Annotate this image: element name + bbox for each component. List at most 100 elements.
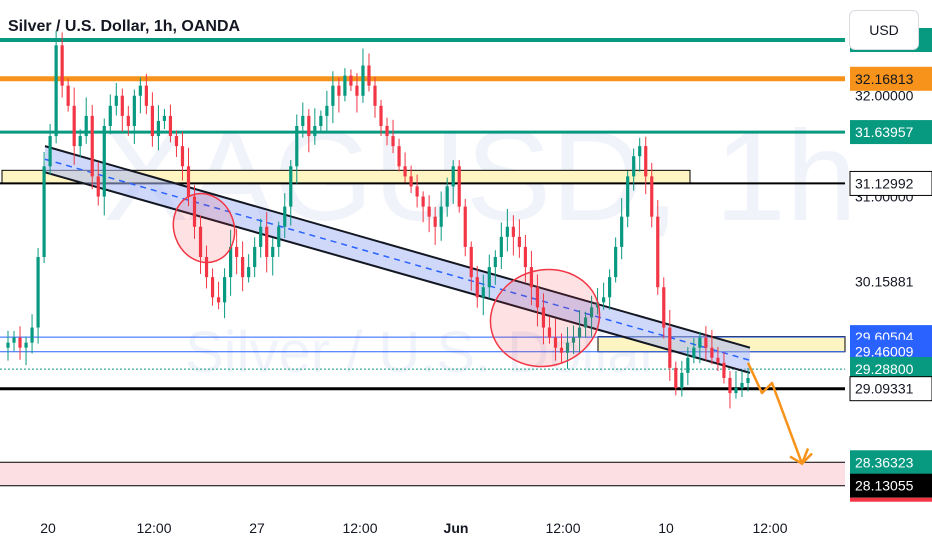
- candle-body: [361, 65, 365, 96]
- candle-body: [722, 362, 726, 378]
- candle-body: [253, 246, 257, 268]
- candle-body: [385, 125, 389, 137]
- candle-body: [445, 186, 449, 207]
- candle-body: [222, 277, 227, 303]
- candle-body: [138, 85, 142, 96]
- candle-body: [132, 95, 136, 126]
- candle-body: [608, 277, 612, 298]
- candle-body: [379, 105, 383, 126]
- x-tick-label: 12:00: [342, 520, 377, 536]
- y-axis-label-box: [850, 450, 932, 475]
- y-tick-label: 32.00000: [855, 88, 914, 104]
- y-axis-label-box: [850, 66, 932, 91]
- candle-body: [120, 95, 124, 116]
- candle-body: [295, 125, 299, 167]
- x-tick-label: 12:00: [136, 520, 171, 536]
- candle-body: [144, 85, 148, 106]
- candle-body: [72, 105, 76, 147]
- channel-mid-line: [44, 158, 751, 362]
- candle-body: [734, 388, 738, 394]
- candle-body: [680, 372, 684, 389]
- candle-body: [66, 85, 70, 106]
- candle-body: [307, 115, 311, 137]
- y-axis-label-box: [849, 170, 932, 196]
- candle-body: [571, 337, 576, 343]
- candle-body: [343, 75, 347, 96]
- candle-body: [48, 136, 52, 167]
- candle-body: [259, 226, 263, 247]
- candle-body: [529, 267, 534, 288]
- candle-body: [150, 105, 154, 137]
- candle-body: [6, 342, 10, 348]
- candle-body: [595, 302, 600, 308]
- y-axis-label-29.46009: 29.46009: [855, 344, 914, 360]
- candle-body: [553, 337, 558, 348]
- candle-body: [349, 75, 353, 86]
- candle-body: [481, 287, 485, 298]
- candle-body: [583, 317, 588, 328]
- candle-body: [36, 256, 40, 328]
- candle-body: [192, 196, 197, 227]
- y-axis-label-29.09331: 29.09331: [855, 381, 914, 397]
- candle-body: [186, 166, 191, 197]
- candle-body: [547, 327, 552, 338]
- candle-body: [409, 176, 413, 187]
- channel-upper-line: [44, 145, 751, 349]
- candle-body: [337, 85, 341, 96]
- y-tick-label: 30.15881: [855, 273, 914, 289]
- candle-body: [650, 176, 654, 217]
- candle-body: [559, 347, 564, 353]
- y-axis-label-31.12992: 31.12992: [855, 175, 914, 191]
- candle-body: [487, 267, 491, 288]
- candle-body: [216, 297, 221, 303]
- zone-target: [0, 462, 845, 486]
- candle-body: [102, 125, 106, 197]
- candle-body: [403, 166, 407, 177]
- candle-body: [523, 246, 527, 268]
- candle-body: [355, 85, 359, 96]
- candle-body: [668, 327, 672, 368]
- candle-body: [108, 105, 112, 126]
- candle-body: [60, 45, 64, 86]
- candle-body: [174, 136, 179, 147]
- candle-body: [740, 382, 744, 389]
- candle-body: [313, 125, 317, 137]
- currency-button[interactable]: USD: [849, 10, 919, 50]
- candle-body: [475, 277, 479, 298]
- candle-body: [265, 226, 269, 257]
- candle-body: [204, 256, 209, 278]
- candle-body: [692, 347, 696, 358]
- candle-body: [451, 166, 455, 187]
- candle-body: [241, 256, 245, 278]
- candle-body: [331, 85, 335, 106]
- candle-body: [589, 307, 594, 318]
- x-tick-label: 20: [40, 520, 56, 536]
- candle-body: [614, 246, 618, 278]
- projection-path: [746, 362, 813, 465]
- candle-body: [463, 206, 467, 247]
- candle-body: [289, 166, 293, 207]
- highlight-ellipse-2: [489, 268, 601, 368]
- candle-body: [301, 115, 305, 126]
- channel-lower-line: [44, 171, 751, 374]
- candle-body: [210, 277, 215, 298]
- candle-body: [42, 166, 46, 257]
- candle-body: [469, 246, 473, 278]
- candle-body: [84, 115, 88, 137]
- candle-body: [24, 342, 28, 348]
- x-tick-label: Jun: [444, 520, 469, 536]
- candle-body: [325, 105, 329, 116]
- candle-body: [427, 206, 431, 217]
- candle-body: [517, 236, 521, 247]
- candle-body: [632, 156, 636, 177]
- candle-body: [493, 256, 497, 268]
- candle-body: [180, 146, 185, 167]
- candle-body: [373, 85, 377, 106]
- y-axis-label-31.63957: 31.63957: [855, 124, 914, 140]
- candle-body: [716, 357, 720, 363]
- candle-body: [198, 226, 203, 257]
- candle-body: [535, 287, 540, 308]
- candle-body: [114, 95, 118, 106]
- candle-body: [421, 196, 425, 207]
